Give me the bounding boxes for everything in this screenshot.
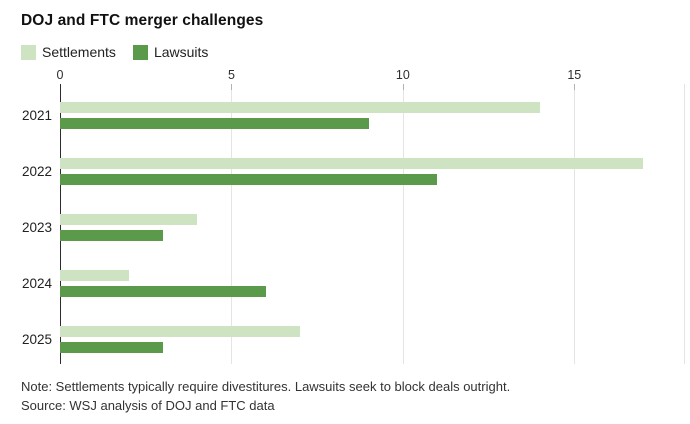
chart-note: Note: Settlements typically require dive…: [21, 379, 511, 394]
lawsuits-swatch: [132, 44, 148, 60]
chart-source: Source: WSJ analysis of DOJ and FTC data: [21, 398, 275, 413]
bar-settlements-2024: [60, 270, 129, 281]
settlements-swatch: [21, 44, 36, 60]
tick-mark-10: [402, 84, 404, 90]
bar-lawsuits-2025: [60, 342, 163, 353]
bar-settlements-2022: [60, 158, 643, 169]
y-category-label-2023: 2023: [21, 220, 52, 235]
bar-group-2024: 2024: [22, 270, 684, 297]
plot-area: 2021 2022 2023 2024 2025: [22, 84, 685, 364]
bar-settlements-2021: [60, 102, 540, 113]
tick-mark-5: [231, 84, 233, 90]
legend-label-settlements: Settlements: [42, 44, 116, 60]
x-tick-label-5: 5: [227, 68, 235, 82]
bar-group-2025: 2025: [22, 326, 684, 353]
y-category-label-2022: 2022: [21, 164, 52, 179]
legend: Settlements Lawsuits: [21, 44, 208, 60]
x-tick-label-0: 0: [56, 68, 64, 82]
bar-settlements-2023: [60, 214, 198, 225]
bar-group-2023: 2023: [22, 214, 684, 241]
bar-lawsuits-2022: [60, 174, 438, 185]
bar-lawsuits-2023: [60, 230, 163, 241]
gridline-10: [402, 84, 404, 364]
plot-right-edge: [684, 84, 685, 364]
bar-lawsuits-2021: [60, 118, 369, 129]
chart-title: DOJ and FTC merger challenges: [21, 12, 264, 29]
legend-item-settlements: Settlements: [21, 44, 116, 60]
y-category-label-2021: 2021: [21, 108, 52, 123]
bar-group-2021: 2021: [22, 102, 684, 129]
y-category-label-2024: 2024: [21, 276, 52, 291]
bar-group-2022: 2022: [22, 158, 684, 185]
legend-item-lawsuits: Lawsuits: [132, 44, 209, 60]
tick-mark-15: [574, 84, 576, 90]
footnotes: Note: Settlements typically require dive…: [21, 377, 510, 415]
y-category-label-2025: 2025: [21, 332, 52, 347]
x-tick-label-10: 10: [395, 68, 410, 82]
gridline-15: [574, 84, 576, 364]
bar-lawsuits-2024: [60, 286, 266, 297]
gridline-5: [231, 84, 233, 364]
tick-mark-0: [60, 84, 61, 90]
x-axis: 0 5 10 15: [56, 68, 684, 83]
legend-label-lawsuits: Lawsuits: [153, 44, 209, 60]
bar-settlements-2025: [60, 326, 300, 337]
x-tick-label-15: 15: [567, 68, 582, 82]
